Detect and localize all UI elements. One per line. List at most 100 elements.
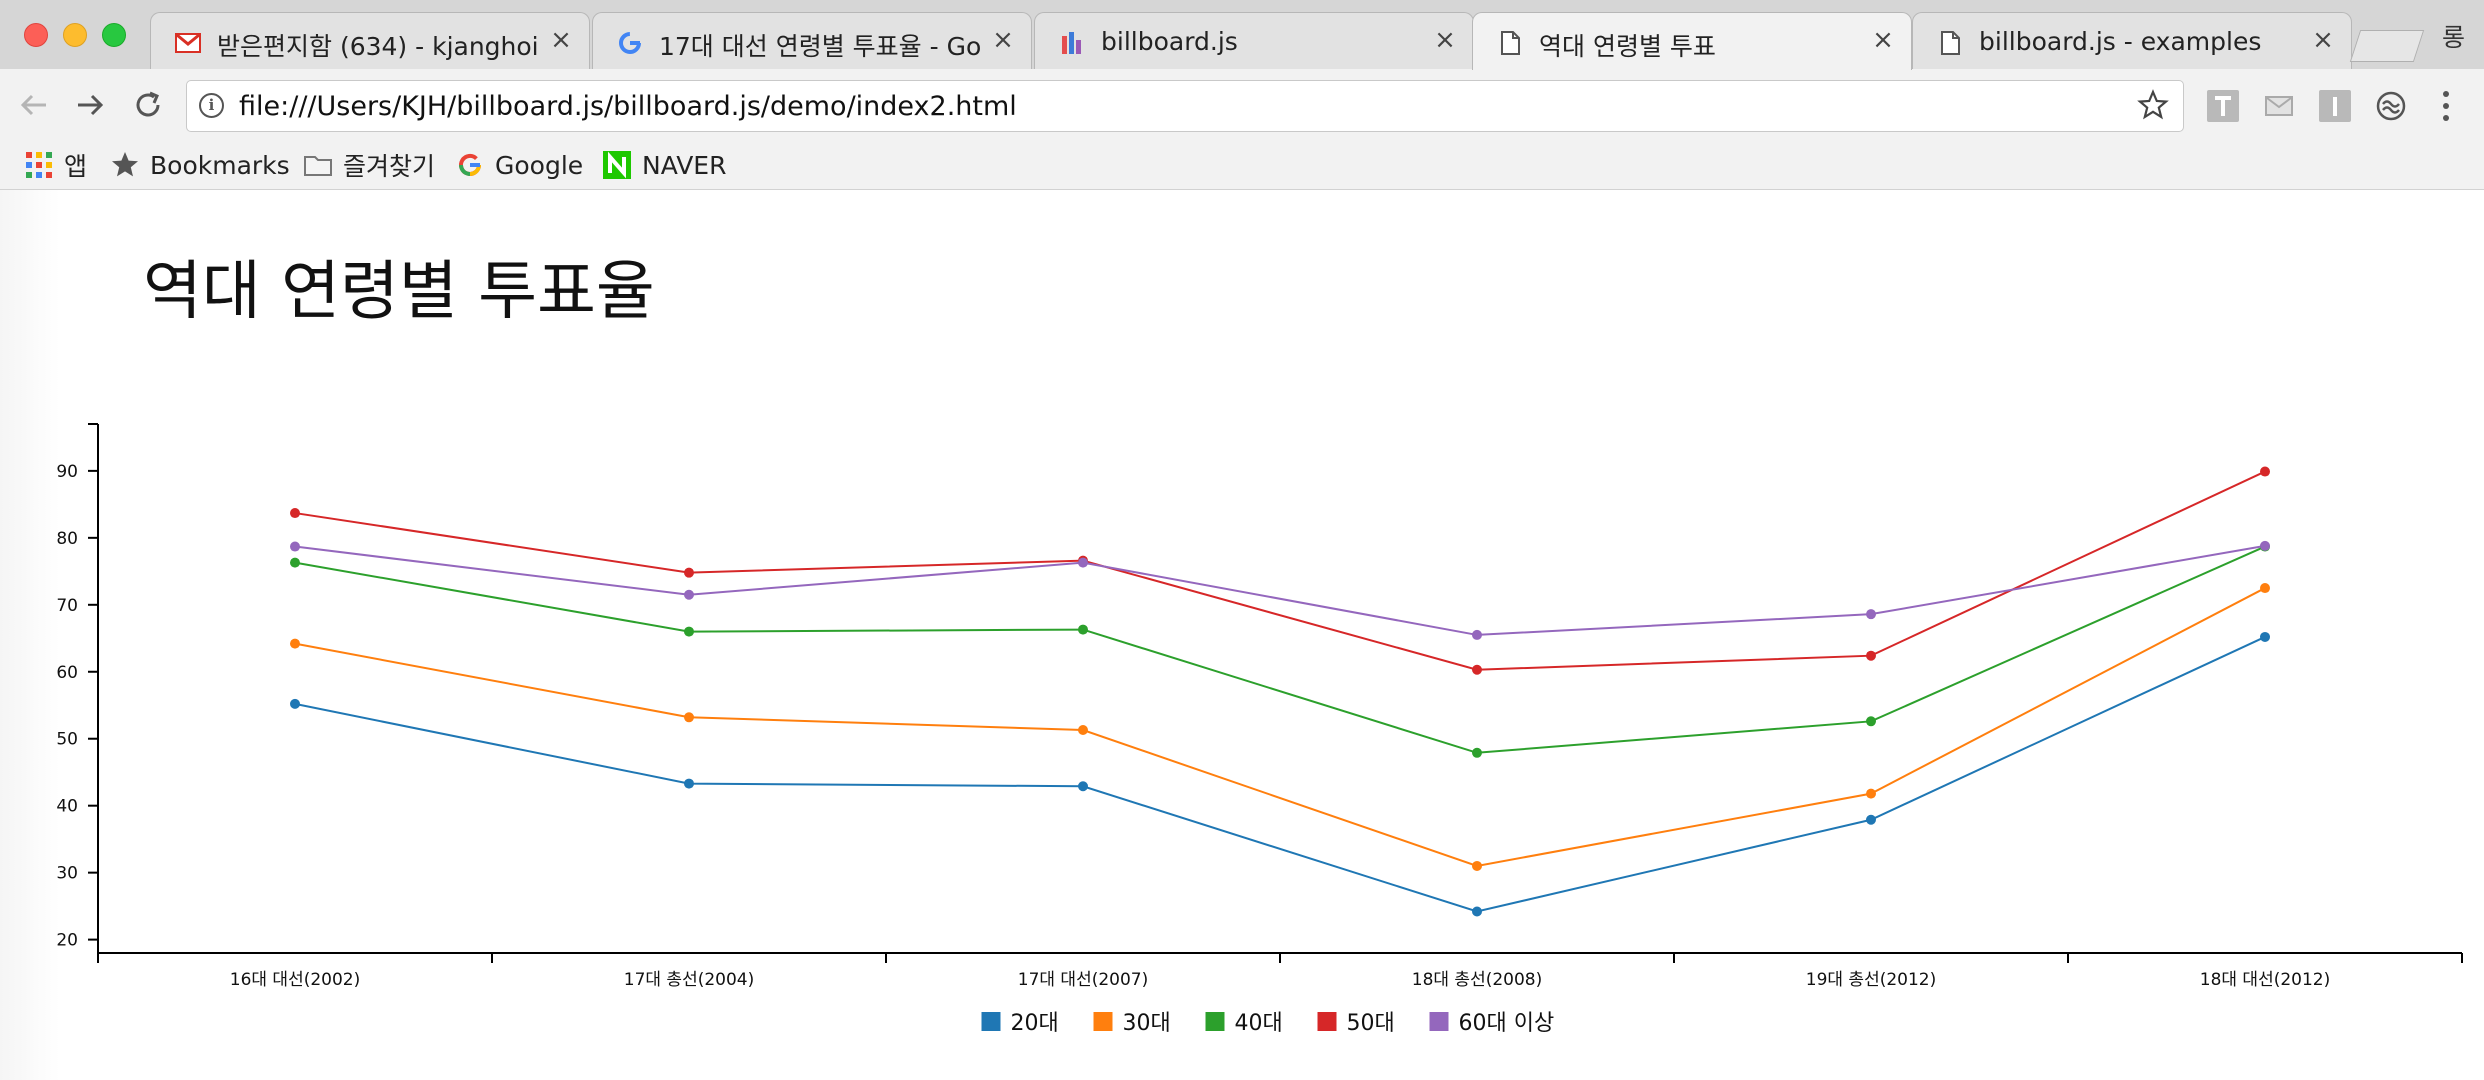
legend-label-0: 20대 xyxy=(1011,1011,1059,1036)
reload-icon[interactable] xyxy=(130,87,166,123)
data-point-3-3 xyxy=(1472,664,1482,675)
document-icon xyxy=(1941,31,1960,55)
data-point-2-1 xyxy=(684,626,694,637)
data-point-0-0 xyxy=(290,698,300,709)
data-point-0-3 xyxy=(1472,906,1482,917)
x-tick-label: 18대 총선(2008) xyxy=(1412,970,1542,990)
new-tab-button[interactable] xyxy=(2349,30,2425,62)
data-point-2-2 xyxy=(1078,624,1088,635)
series-line-2 xyxy=(294,545,2266,754)
tab-close-button[interactable]: × xyxy=(1872,25,1894,55)
extension-i-icon[interactable] xyxy=(2318,89,2352,123)
extension-t-icon[interactable] xyxy=(2206,89,2240,123)
bookmark-google[interactable]: Google xyxy=(455,149,583,181)
data-point-0-2 xyxy=(1078,781,1088,792)
data-point-3-1 xyxy=(684,567,694,578)
tab-close-button[interactable]: × xyxy=(550,25,572,55)
data-point-1-5 xyxy=(2260,583,2270,594)
x-tick-label: 16대 대선(2002) xyxy=(230,970,360,990)
sync-icon[interactable] xyxy=(2374,89,2408,123)
billboard-icon xyxy=(1062,32,1081,54)
legend-swatch-2 xyxy=(1205,1012,1225,1031)
legend-label-4: 60대 이상 xyxy=(1459,1011,1555,1036)
x-tick-label: 18대 대선(2012) xyxy=(2200,970,2330,990)
y-tick-label: 20 xyxy=(56,931,78,951)
legend-label-3: 50대 xyxy=(1347,1011,1395,1036)
extension-mail-icon[interactable] xyxy=(2262,89,2296,123)
tab-close-button[interactable]: × xyxy=(1434,25,1456,55)
data-point-4-5 xyxy=(2260,540,2270,551)
tab-google-search[interactable]: 17대 대선 연령별 투표율 - Google 검색 × xyxy=(592,12,1032,69)
data-point-1-0 xyxy=(290,638,300,649)
tab-gmail[interactable]: 받은편지함 (634) - kjanghoi@gmail.com × xyxy=(150,12,590,69)
bookmark-bookmarks[interactable]: Bookmarks xyxy=(110,149,290,181)
data-point-2-0 xyxy=(290,557,300,568)
y-tick-label: 50 xyxy=(56,730,78,750)
y-tick-label: 40 xyxy=(56,797,78,817)
x-tick-label: 17대 대선(2007) xyxy=(1018,970,1148,990)
y-tick-label: 90 xyxy=(56,462,78,482)
bookmark-label: Google xyxy=(495,150,584,180)
gmail-icon xyxy=(175,33,201,53)
window-minimize-button[interactable] xyxy=(63,23,87,47)
data-point-4-4 xyxy=(1866,609,1876,620)
legend-swatch-3 xyxy=(1317,1012,1337,1031)
bookmark-label: 앱 xyxy=(64,152,88,181)
x-tick-label: 17대 총선(2004) xyxy=(624,970,754,990)
tab-billboard[interactable]: billboard.js × xyxy=(1034,12,1474,69)
google-icon xyxy=(459,153,481,176)
window-zoom-button[interactable] xyxy=(102,23,126,47)
data-point-4-1 xyxy=(684,589,694,600)
data-point-1-2 xyxy=(1078,725,1088,736)
series-line-4 xyxy=(294,544,2266,636)
address-bar[interactable]: i file:///Users/KJH/billboard.js/billboa… xyxy=(186,80,2184,132)
window-close-button[interactable] xyxy=(24,23,48,47)
y-tick-label: 60 xyxy=(56,663,78,683)
bookmark-star-icon[interactable] xyxy=(2137,89,2169,121)
bookmark-apps[interactable]: 앱 xyxy=(24,149,87,181)
y-tick-label: 30 xyxy=(56,864,78,884)
tab-close-button[interactable]: × xyxy=(992,25,1014,55)
data-point-3-5 xyxy=(2260,466,2270,477)
back-arrow-icon[interactable] xyxy=(16,87,52,123)
voter-turnout-line-chart: 20 30 40 50 60 70 80 90 16대 대선(2002) 17대 총선(2004)… xyxy=(56,423,2463,1036)
google-icon xyxy=(619,32,641,54)
profile-button[interactable]: 롱 xyxy=(2442,23,2466,52)
legend-label-1: 30대 xyxy=(1123,1011,1171,1036)
apps-grid-icon xyxy=(26,152,52,178)
legend-label-2: 40대 xyxy=(1235,1011,1283,1036)
tab-billboard-examples[interactable]: billboard.js - examples × xyxy=(1912,12,2352,69)
bookmark-label: NAVER xyxy=(642,150,727,180)
legend-swatch-1 xyxy=(1093,1012,1113,1031)
data-point-0-1 xyxy=(684,778,694,789)
browser-toolbar: i file:///Users/KJH/billboard.js/billboa… xyxy=(0,69,2484,142)
bookmark-naver[interactable]: NAVER xyxy=(602,149,726,181)
address-url[interactable]: file:///Users/KJH/billboard.js/billboard… xyxy=(239,91,1017,122)
tab-title: billboard.js - examples xyxy=(1979,27,2262,56)
tab-active-vote-chart[interactable]: 역대 연령별 투표 × xyxy=(1472,12,1912,70)
legend-swatch-0 xyxy=(981,1012,1001,1031)
browser-tab-strip: 받은편지함 (634) - kjanghoi@gmail.com × 17대 대… xyxy=(0,0,2484,70)
bookmark-label: Bookmarks xyxy=(150,150,290,180)
bookmark-label: 즐겨찾기 xyxy=(343,152,436,181)
series-line-3 xyxy=(294,470,2266,671)
data-point-3-0 xyxy=(290,508,300,519)
forward-arrow-icon[interactable] xyxy=(72,87,108,123)
data-point-4-2 xyxy=(1078,557,1088,568)
document-icon xyxy=(1501,31,1520,55)
data-point-2-4 xyxy=(1866,716,1876,727)
data-point-2-3 xyxy=(1472,747,1482,758)
more-menu-icon[interactable] xyxy=(2436,87,2456,125)
series-line-1 xyxy=(294,587,2266,867)
data-point-3-4 xyxy=(1866,650,1876,661)
tab-title: 17대 대선 연령별 투표율 - Google 검색 xyxy=(659,32,981,61)
site-info-icon[interactable]: i xyxy=(199,93,224,118)
folder-icon xyxy=(304,156,332,176)
bookmarks-bar: 앱 Bookmarks 즐겨찾기 Google NAVER xyxy=(0,142,2484,190)
tab-close-button[interactable]: × xyxy=(2312,25,2334,55)
data-point-1-4 xyxy=(1866,788,1876,799)
data-point-1-1 xyxy=(684,712,694,723)
bookmark-folder-favorites[interactable]: 즐겨찾기 xyxy=(303,149,435,181)
x-tick-label: 19대 총선(2012) xyxy=(1806,970,1936,990)
star-icon xyxy=(112,152,138,177)
